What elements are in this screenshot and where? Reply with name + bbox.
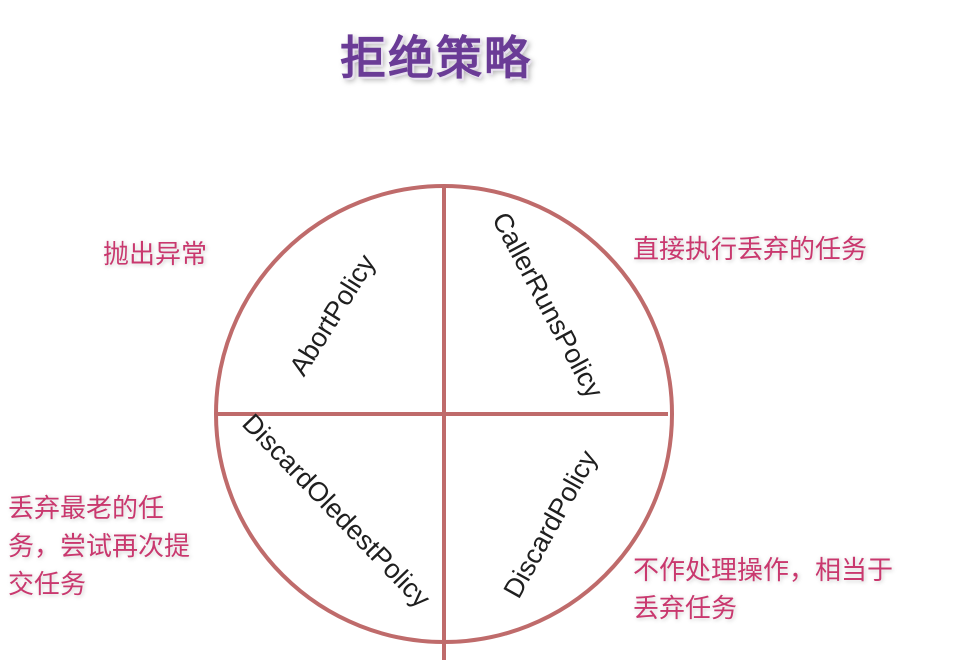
- discard-oldest-policy-note: 丢弃最老的任 务，尝试再次提 交任务: [8, 490, 190, 604]
- page-title: 拒绝策略: [340, 31, 532, 85]
- abort-policy-label: AbortPolicy: [284, 249, 382, 381]
- caller-runs-policy-note: 直接执行丢弃的任务: [633, 231, 867, 269]
- note-line: 交任务: [8, 570, 87, 600]
- note-line: 丢弃任务: [633, 594, 738, 624]
- abort-policy-note: 抛出异常: [103, 236, 207, 274]
- note-line: 丢弃最老的任: [8, 494, 165, 524]
- discard-policy-note: 不作处理操作，相当于 丢弃任务: [633, 552, 893, 628]
- note-line: 抛出异常: [103, 240, 208, 270]
- note-line: 务，尝试再次提: [8, 532, 191, 562]
- discard-policy-label: DiscardPolicy: [498, 445, 604, 603]
- discard-oldest-policy-label: DiscardOledestPolicy: [236, 408, 436, 614]
- caller-runs-policy-label: CallerRunsPolicy: [486, 207, 609, 403]
- note-line: 不作处理操作，相当于: [633, 556, 894, 586]
- note-line: 直接执行丢弃的任务: [633, 235, 868, 265]
